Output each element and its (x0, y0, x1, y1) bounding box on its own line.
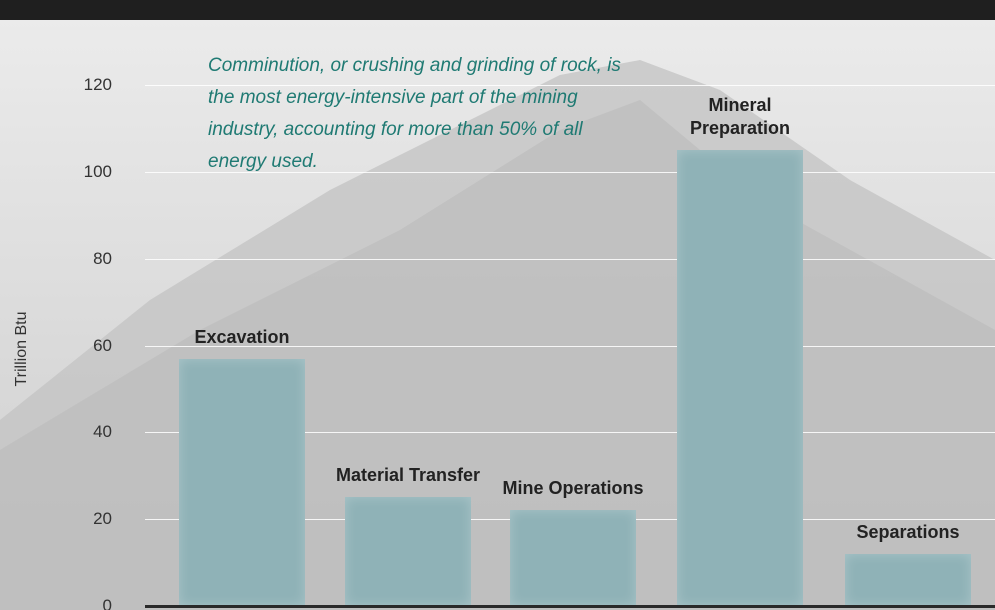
top-bar (0, 0, 995, 20)
x-axis-line (145, 605, 995, 608)
bar-label: Separations (856, 521, 960, 542)
y-tick-label: 60 (93, 335, 112, 355)
bar (677, 150, 803, 606)
y-tick-label: 0 (102, 596, 112, 610)
bar (179, 358, 305, 606)
grid-line (145, 85, 995, 86)
annotation: Comminution, or crushing and grinding of… (208, 55, 621, 172)
bar (845, 553, 971, 606)
bar-label: Material Transfer (335, 465, 481, 486)
y-tick-label: 80 (93, 248, 112, 268)
bar (510, 510, 636, 606)
y-tick-label: 120 (83, 75, 112, 94)
y-tick-label: 40 (93, 422, 112, 442)
bar-label: Excavation (194, 326, 290, 347)
y-tick-label: 100 (83, 161, 112, 181)
bar-label: Mineral Preparation (689, 95, 791, 139)
grid-line (145, 345, 995, 347)
bar (345, 497, 471, 606)
bar-label: Mine Operations (502, 478, 644, 499)
grid-line (145, 432, 995, 434)
grid-line (145, 258, 995, 260)
y-axis-label: Trillion Btu (13, 311, 30, 387)
grid-line (145, 171, 995, 173)
y-tick-label: 20 (93, 509, 112, 529)
